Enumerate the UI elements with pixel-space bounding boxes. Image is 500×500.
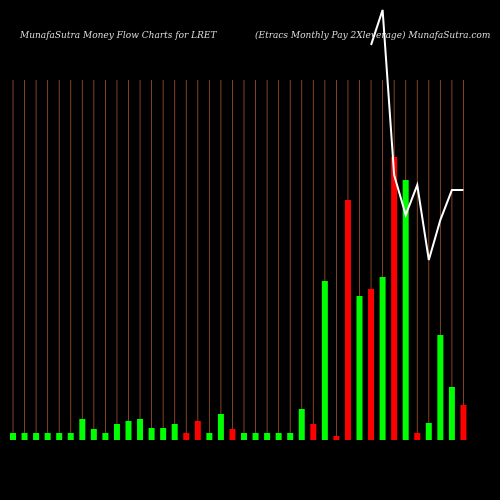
bar <box>368 289 375 440</box>
bar <box>379 277 386 440</box>
bar <box>321 281 328 440</box>
bar <box>90 429 97 440</box>
bar <box>33 433 40 440</box>
bar <box>437 335 444 440</box>
bar <box>460 405 467 440</box>
money-flow-line <box>370 9 464 261</box>
bar <box>137 419 144 440</box>
chart-title: MunafaSutra Money Flow Charts for LRET <box>19 31 217 41</box>
bar <box>402 180 409 440</box>
bar <box>67 433 74 440</box>
bar <box>229 429 236 440</box>
bar <box>194 421 201 440</box>
bar <box>21 433 28 440</box>
bar <box>10 433 16 440</box>
chart-subtitle: (Etracs Monthly Pay 2Xleverage) MunafaSu… <box>255 30 490 41</box>
bar <box>333 436 340 440</box>
bar <box>391 157 398 440</box>
bar <box>113 424 120 440</box>
bar <box>125 421 132 440</box>
bar <box>217 414 224 440</box>
bar <box>264 433 271 440</box>
bar <box>252 433 259 440</box>
bar <box>241 433 247 440</box>
bar <box>425 423 432 440</box>
bar <box>275 433 282 440</box>
bar <box>414 433 421 440</box>
bar <box>160 428 167 440</box>
bar <box>287 433 294 440</box>
bar <box>310 424 317 440</box>
bar <box>56 433 63 440</box>
bar <box>44 433 51 440</box>
bar <box>298 409 305 440</box>
bar <box>79 419 86 440</box>
bar <box>171 424 178 440</box>
bar <box>183 433 190 440</box>
bar <box>356 296 363 440</box>
bar <box>148 428 155 440</box>
bar <box>102 433 109 440</box>
bar <box>448 387 455 440</box>
bar <box>206 433 213 440</box>
bar <box>344 200 351 440</box>
